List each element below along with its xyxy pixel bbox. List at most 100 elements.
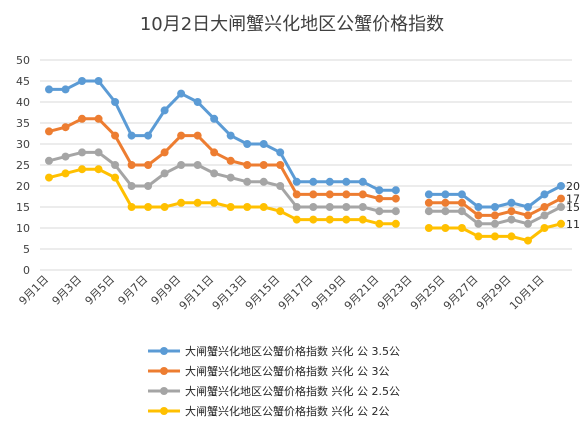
data-point: [276, 161, 285, 169]
x-tick-label: 9月25日: [408, 273, 448, 313]
data-point: [325, 177, 334, 186]
y-tick-label: 15: [16, 201, 30, 214]
data-point: [144, 131, 153, 140]
data-point: [557, 182, 565, 190]
data-point: [127, 182, 136, 190]
data-point: [309, 177, 318, 186]
series-3: [45, 148, 565, 228]
data-point: [144, 203, 153, 211]
data-point: [127, 203, 136, 211]
data-point: [391, 207, 400, 216]
data-point: [78, 165, 87, 174]
data-point: [94, 114, 103, 123]
data-point: [45, 173, 53, 182]
data-point: [210, 169, 219, 178]
data-point: [111, 161, 120, 169]
data-point: [127, 131, 136, 140]
y-tick-label: 40: [16, 96, 30, 109]
x-tick-label: 9月15日: [243, 273, 283, 313]
data-point: [540, 203, 549, 211]
x-tick-label: 9月27日: [441, 273, 481, 313]
legend-item: 大闸蟹兴化地区公蟹价格指数 兴化 公 2公: [148, 404, 390, 418]
legend-item: 大闸蟹兴化地区公蟹价格指数 兴化 公 3公: [148, 364, 390, 378]
data-point: [45, 156, 53, 165]
data-point: [309, 215, 318, 224]
data-label: 17: [566, 193, 580, 206]
legend-label: 大闸蟹兴化地区公蟹价格指数 兴化 公 3公: [185, 364, 390, 378]
data-point: [325, 215, 334, 224]
data-point: [523, 211, 532, 220]
data-point: [474, 232, 483, 241]
data-point: [144, 161, 153, 169]
y-tick-label: 45: [16, 75, 30, 88]
x-tick-label: 9月5日: [83, 273, 118, 308]
data-point: [276, 148, 285, 157]
data-point: [424, 207, 433, 216]
data-point: [342, 215, 351, 224]
data-point: [78, 114, 87, 123]
data-point: [226, 156, 235, 165]
legend-label: 大闸蟹兴化地区公蟹价格指数 兴化 公 2公: [185, 404, 390, 418]
legend-swatch-marker: [160, 407, 168, 415]
data-point: [358, 190, 367, 199]
data-point: [540, 190, 549, 199]
data-point: [523, 203, 532, 211]
legend-item: 大闸蟹兴化地区公蟹价格指数 兴化 公 2.5公: [148, 384, 400, 398]
legend-label: 大闸蟹兴化地区公蟹价格指数 兴化 公 2.5公: [185, 384, 400, 398]
data-point: [78, 77, 87, 85]
data-point: [523, 219, 532, 228]
data-point: [342, 190, 351, 199]
data-point: [342, 177, 351, 186]
data-point: [292, 203, 301, 211]
y-tick-label: 25: [16, 159, 30, 172]
legend-swatch-marker: [160, 387, 168, 395]
data-point: [226, 131, 235, 140]
data-point: [94, 165, 103, 174]
data-point: [309, 190, 318, 199]
data-point: [507, 232, 516, 241]
x-axis: 9月1日9月3日9月5日9月7日9月9日9月11日9月13日9月15日9月17日…: [16, 273, 546, 313]
data-point: [226, 203, 235, 211]
series-lines: [45, 77, 565, 245]
data-point: [325, 203, 334, 211]
series-line: [48, 117, 562, 217]
data-point: [474, 203, 483, 211]
data-point: [490, 203, 499, 211]
x-tick-label: 9月19日: [309, 273, 349, 313]
y-tick-label: 30: [16, 138, 30, 151]
data-point: [94, 77, 103, 85]
data-point: [61, 123, 70, 132]
data-point: [490, 211, 499, 220]
data-point: [160, 106, 169, 115]
series-2: [45, 114, 565, 220]
data-point: [276, 182, 285, 190]
data-point: [111, 131, 120, 140]
legend-swatch-marker: [160, 347, 168, 355]
legend-swatch-marker: [160, 367, 168, 375]
data-point: [375, 186, 384, 195]
data-point: [457, 224, 466, 232]
data-point: [325, 190, 334, 199]
x-tick-label: 9月17日: [276, 273, 316, 313]
data-point: [243, 161, 252, 169]
data-point: [210, 198, 219, 207]
y-tick-label: 50: [16, 54, 30, 67]
y-tick-label: 35: [16, 117, 30, 130]
data-point: [557, 194, 565, 203]
data-point: [441, 224, 450, 232]
series-4: [45, 165, 565, 245]
data-point: [193, 131, 202, 140]
data-point: [457, 190, 466, 199]
data-point: [358, 203, 367, 211]
x-tick-label: 9月13日: [210, 273, 250, 313]
y-tick-label: 0: [23, 264, 30, 277]
y-tick-label: 10: [16, 222, 30, 235]
data-point: [160, 148, 169, 157]
data-point: [193, 198, 202, 207]
data-point: [391, 219, 400, 228]
data-point: [490, 219, 499, 228]
data-point: [177, 198, 186, 207]
y-tick-label: 20: [16, 180, 30, 193]
data-point: [342, 203, 351, 211]
